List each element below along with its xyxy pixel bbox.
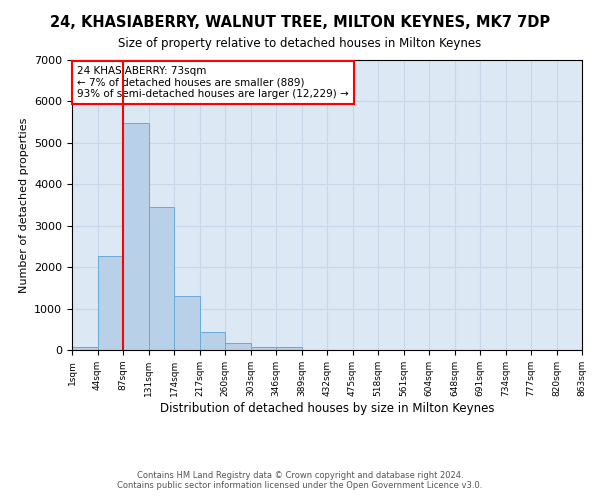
Bar — [149, 208, 174, 350]
Text: Contains HM Land Registry data © Crown copyright and database right 2024.
Contai: Contains HM Land Registry data © Crown c… — [118, 470, 482, 490]
Bar — [123, 124, 149, 350]
Bar — [199, 332, 225, 350]
X-axis label: Distribution of detached houses by size in Milton Keynes: Distribution of detached houses by size … — [160, 402, 494, 414]
Text: 24 KHASIABERRY: 73sqm
← 7% of detached houses are smaller (889)
93% of semi-deta: 24 KHASIABERRY: 73sqm ← 7% of detached h… — [77, 66, 349, 99]
Bar — [174, 296, 199, 350]
Text: 24, KHASIABERRY, WALNUT TREE, MILTON KEYNES, MK7 7DP: 24, KHASIABERRY, WALNUT TREE, MILTON KEY… — [50, 15, 550, 30]
Bar — [97, 256, 123, 350]
Y-axis label: Number of detached properties: Number of detached properties — [19, 118, 29, 292]
Bar — [72, 347, 97, 350]
Bar — [225, 344, 251, 350]
Bar — [276, 347, 302, 350]
Bar — [251, 346, 276, 350]
Text: Size of property relative to detached houses in Milton Keynes: Size of property relative to detached ho… — [118, 38, 482, 51]
